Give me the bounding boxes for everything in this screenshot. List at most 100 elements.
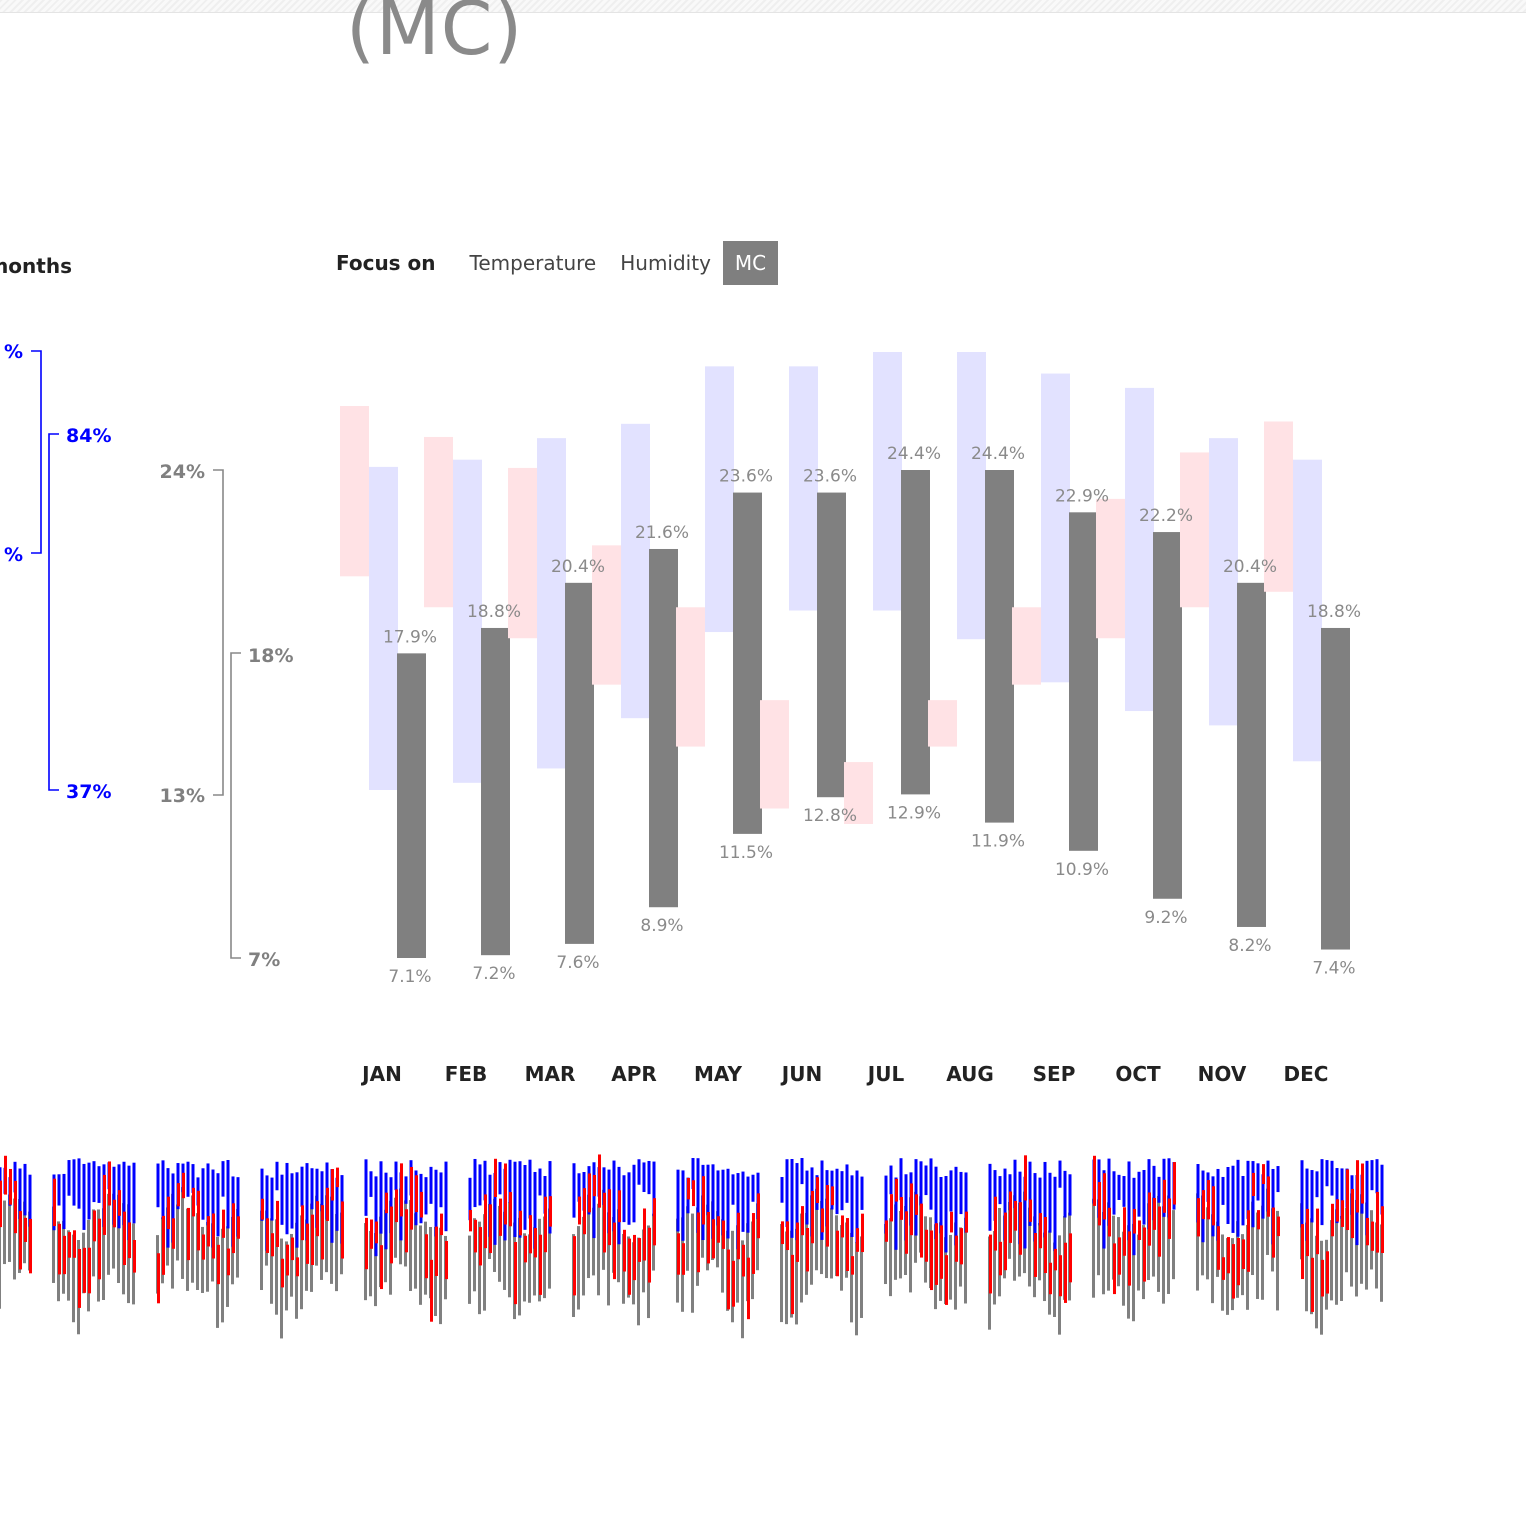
focus-mc-button[interactable]: MC: [722, 241, 779, 285]
sparkline-mc-bar: [1102, 1211, 1105, 1295]
sparkline-mc-bar: [280, 1238, 283, 1339]
sparkline-temperature-bar: [291, 1237, 294, 1261]
humidity-scale-inner: 84% 37%: [48, 425, 111, 803]
sparkline-temperature-bar: [945, 1255, 948, 1305]
sparkline-humidity-bar: [1053, 1176, 1057, 1252]
sparkline-mc-bar: [850, 1232, 853, 1323]
sparkline-temperature-bar: [1019, 1202, 1022, 1255]
sparkline-humidity-bar: [77, 1158, 81, 1209]
sparkline-temperature-bar: [1361, 1163, 1364, 1204]
sparkline-humidity-bar: [1236, 1159, 1240, 1237]
sparkline-humidity-bar: [221, 1161, 225, 1197]
sparkline-temperature-bar: [915, 1194, 918, 1215]
sparkline-mc-bar: [196, 1213, 199, 1291]
mc-outer-top-label: 24%: [160, 461, 205, 483]
sparkline-mc-bar: [508, 1202, 511, 1298]
mc-max-label-apr: 21.6%: [635, 523, 689, 543]
sparkline-temperature-bar: [1316, 1208, 1319, 1255]
sparkline-humidity-bar: [751, 1174, 755, 1202]
sparkline-temperature-bar: [960, 1228, 963, 1265]
sparkline-humidity-bar: [1246, 1160, 1250, 1219]
sparkline-temperature-bar: [1376, 1191, 1379, 1253]
sparkline-temperature-bar: [1093, 1155, 1096, 1206]
sparkline-humidity-bar: [736, 1173, 740, 1250]
sparkline-humidity-bar: [954, 1166, 958, 1246]
mc-max-label-jul: 24.4%: [887, 444, 941, 464]
sparkline-temperature-bar: [435, 1226, 438, 1276]
sparkline-humidity-bar: [1310, 1170, 1314, 1223]
sparkline-humidity-bar: [1271, 1168, 1275, 1245]
focus-temperature-button[interactable]: Temperature: [466, 241, 609, 285]
temperature-range-apr: [592, 545, 621, 685]
sparkline-humidity-bar: [1241, 1175, 1245, 1226]
sparkline-humidity-bar: [637, 1159, 641, 1185]
sparkline-mc-bar: [587, 1194, 590, 1279]
sparkline-humidity-bar: [716, 1170, 720, 1226]
sparkline-mc-bar: [815, 1188, 818, 1271]
sparkline-mc-bar: [419, 1225, 422, 1305]
sparkline-temperature-bar: [162, 1215, 165, 1275]
sparkline-mc-bar: [954, 1222, 957, 1310]
temperature-range-mar: [508, 467, 537, 639]
mc-min-label-jan: 7.1%: [388, 967, 431, 987]
sparkline-temperature-bar: [796, 1222, 799, 1262]
sparkline-temperature-bar: [1173, 1162, 1176, 1205]
mc-inner-top-label: 18%: [248, 645, 293, 667]
sparkline-mc-bar: [899, 1210, 902, 1279]
mc-min-label-jul: 12.9%: [887, 803, 941, 823]
sparkline-temperature-bar: [752, 1213, 755, 1274]
sparkline-temperature-bar: [103, 1174, 106, 1235]
mc-range-oct: [1153, 532, 1182, 899]
sparkline-group: [1092, 1155, 1176, 1322]
sparkline-humidity-bar: [1043, 1161, 1047, 1238]
sparkline-temperature-bar: [1232, 1244, 1235, 1299]
sparkline-mc-bar: [1360, 1194, 1363, 1284]
sparkline-temperature-bar: [301, 1205, 304, 1241]
sparkline-temperature-bar: [1123, 1207, 1126, 1256]
focus-humidity-button[interactable]: Humidity: [608, 241, 723, 285]
sparkline-mc-bar: [3, 1200, 6, 1265]
mc-range-may: [733, 492, 762, 834]
sparkline-mc-bar: [1261, 1205, 1264, 1300]
sparkline-mc-bar: [1375, 1222, 1378, 1289]
sparkline-humidity-bar: [444, 1161, 448, 1232]
sparkline-mc-bar: [1137, 1234, 1140, 1291]
sparkline-mc-bar: [607, 1212, 610, 1306]
temperature-range-oct: [1096, 498, 1125, 639]
sparkline-temperature-bar: [227, 1248, 230, 1276]
sparkline-temperature-bar: [415, 1175, 418, 1213]
humidity-range-aug: [957, 352, 986, 640]
sparkline-humidity-bar: [939, 1176, 943, 1234]
sparkline-mc-bar: [503, 1211, 506, 1290]
sparkline-mc-bar: [1132, 1223, 1135, 1322]
sparkline-group: [988, 1155, 1072, 1335]
sparkline-temperature-bar: [167, 1196, 170, 1230]
sparkline-temperature-bar: [1054, 1248, 1057, 1271]
sparkline-temperature-bar: [489, 1204, 492, 1254]
sparkline-humidity-bar: [1300, 1160, 1304, 1228]
humidity-range-mar: [537, 438, 566, 769]
sparkline-humidity-bar: [731, 1174, 735, 1205]
mc-scale-inner: 18% 7%: [230, 645, 293, 971]
mc-range-jan: [397, 653, 426, 958]
sparkline-humidity-bar: [379, 1161, 383, 1234]
sparkline-temperature-bar: [1212, 1186, 1215, 1226]
month-label-mar: MAR: [525, 1062, 576, 1086]
sparkline-humidity-bar: [226, 1160, 230, 1229]
sparkline-humidity-bar: [1315, 1171, 1319, 1198]
sparkline-humidity-bar: [62, 1173, 66, 1230]
sparkline-temperature-bar: [588, 1173, 591, 1213]
mc-min-label-may: 11.5%: [719, 843, 773, 863]
sparkline-group: [884, 1158, 968, 1310]
sparkline-humidity-bar: [1305, 1168, 1309, 1241]
sparkline-temperature-bar: [856, 1228, 859, 1252]
temperature-range-nov: [1180, 452, 1209, 608]
sparkline-humidity-bar: [1226, 1166, 1230, 1224]
sparkline-temperature-bar: [643, 1208, 646, 1261]
sparkline-temperature-bar: [24, 1217, 27, 1242]
sparkline-mc-bar: [1340, 1215, 1343, 1301]
sparkline-mc-bar: [92, 1209, 95, 1277]
sparkline-humidity-bar: [429, 1166, 433, 1204]
sparkline-temperature-bar: [544, 1196, 547, 1253]
sparkline-humidity-bar: [434, 1169, 438, 1237]
